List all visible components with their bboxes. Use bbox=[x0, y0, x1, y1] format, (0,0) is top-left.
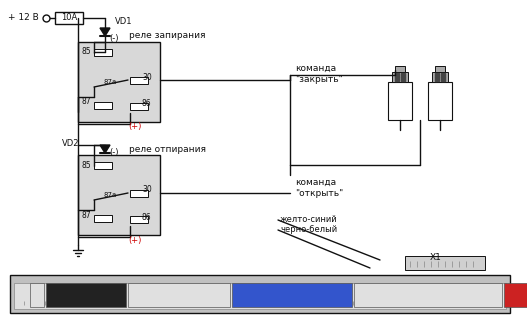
Text: команда
"открыть": команда "открыть" bbox=[295, 178, 343, 198]
Bar bbox=[232, 283, 352, 307]
Text: команда
"закрыть": команда "закрыть" bbox=[295, 64, 343, 84]
Bar bbox=[94, 162, 112, 169]
Bar bbox=[128, 283, 230, 307]
Text: (-): (-) bbox=[109, 34, 119, 43]
Text: VD1: VD1 bbox=[115, 17, 132, 27]
Text: желто-синий: желто-синий bbox=[280, 215, 338, 225]
Bar bbox=[354, 283, 502, 307]
Bar bbox=[94, 215, 112, 222]
Text: 30: 30 bbox=[142, 186, 152, 194]
Text: реле запирания: реле запирания bbox=[129, 31, 206, 40]
Bar bbox=[130, 216, 148, 223]
Text: (-): (-) bbox=[109, 147, 119, 156]
Bar bbox=[10, 275, 510, 313]
Bar bbox=[428, 82, 452, 120]
Bar bbox=[388, 82, 412, 120]
Text: 86: 86 bbox=[142, 213, 152, 222]
Text: 87: 87 bbox=[82, 98, 92, 107]
Bar bbox=[78, 42, 160, 122]
Text: 87: 87 bbox=[82, 211, 92, 219]
Text: реле отпирания: реле отпирания bbox=[129, 145, 206, 154]
Text: 87a: 87a bbox=[104, 192, 117, 198]
Text: 30: 30 bbox=[142, 73, 152, 82]
Text: 85: 85 bbox=[82, 48, 92, 56]
Text: (+): (+) bbox=[128, 236, 142, 245]
Bar bbox=[392, 72, 408, 82]
Bar bbox=[130, 77, 148, 84]
Bar bbox=[395, 66, 405, 72]
Bar bbox=[14, 283, 506, 309]
Bar bbox=[504, 283, 527, 307]
Bar bbox=[55, 12, 83, 24]
Text: VD2: VD2 bbox=[62, 138, 80, 147]
Polygon shape bbox=[100, 28, 110, 36]
Bar bbox=[432, 72, 448, 82]
Text: 10A: 10A bbox=[61, 14, 77, 22]
Bar bbox=[46, 283, 126, 307]
Text: 85: 85 bbox=[82, 160, 92, 169]
Bar bbox=[94, 49, 112, 56]
Bar bbox=[130, 103, 148, 110]
Bar bbox=[30, 283, 44, 307]
Bar bbox=[130, 190, 148, 197]
Bar bbox=[435, 66, 445, 72]
Bar bbox=[405, 256, 485, 270]
Bar bbox=[94, 102, 112, 109]
Bar bbox=[78, 155, 160, 235]
Text: 86: 86 bbox=[142, 99, 152, 109]
Text: X1: X1 bbox=[430, 253, 442, 262]
Text: + 12 В: + 12 В bbox=[8, 14, 39, 22]
Text: (+): (+) bbox=[128, 122, 142, 132]
Text: 87a: 87a bbox=[104, 79, 117, 85]
Polygon shape bbox=[100, 145, 110, 153]
Text: черно-белый: черно-белый bbox=[280, 226, 337, 235]
